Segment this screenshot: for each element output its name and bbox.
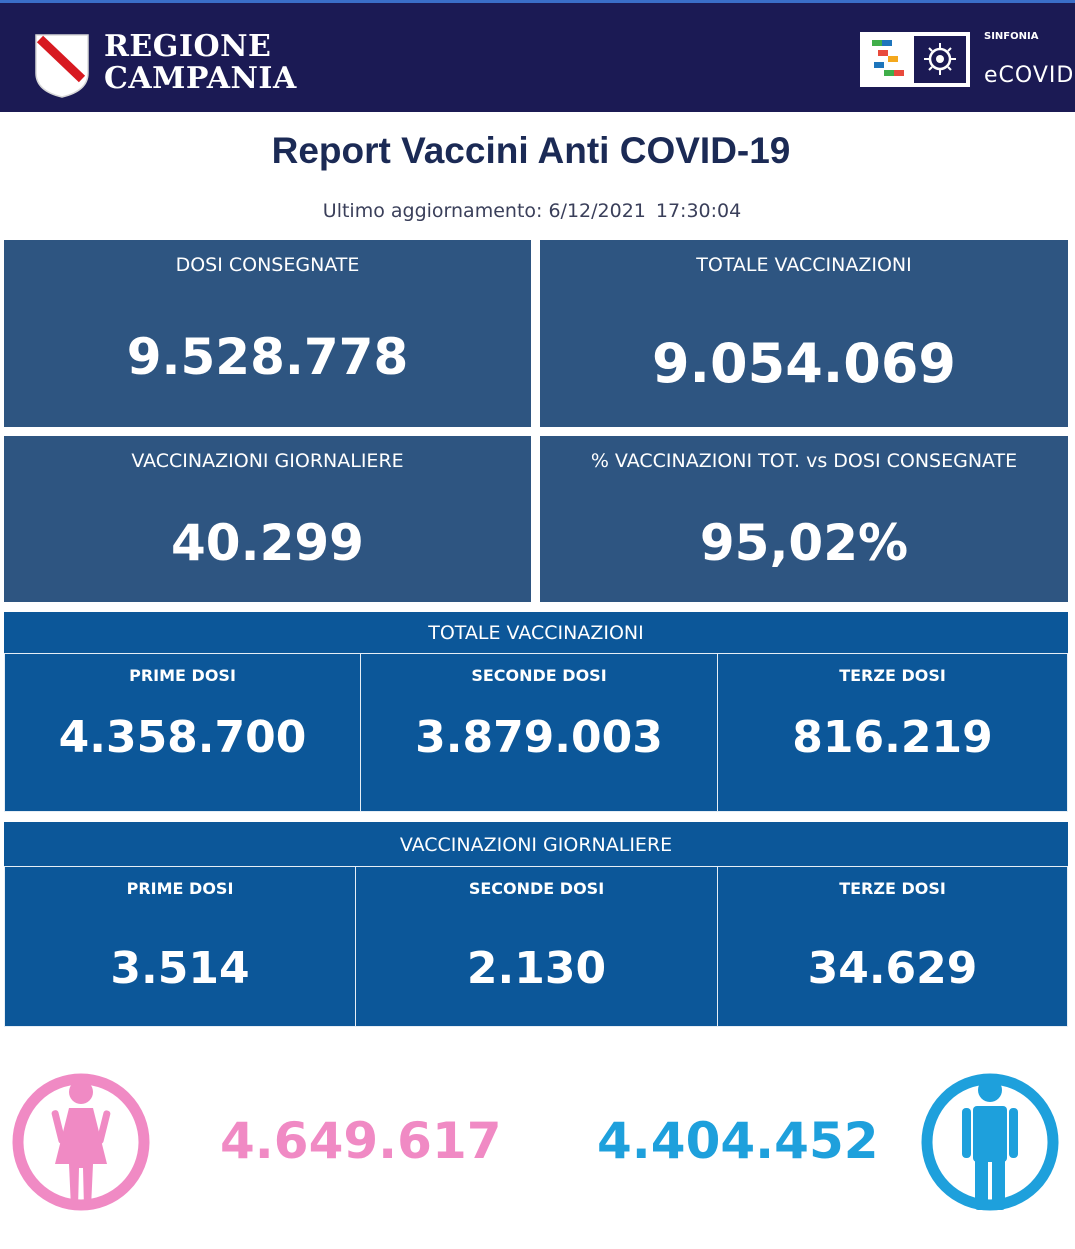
male-count: 4.404.452 xyxy=(597,1112,879,1170)
sub-value: 4.358.700 xyxy=(58,712,307,763)
last-updated-date: Ultimo aggiornamento: 6/12/2021 xyxy=(322,200,646,222)
totale-seconde-dosi: SECONDE DOSI 3.879.003 xyxy=(360,653,718,812)
region-name-line2: CAMPANIA xyxy=(104,61,297,96)
card-dosi-consegnate: DOSI CONSEGNATE 9.528.778 xyxy=(4,240,531,427)
card-label: DOSI CONSEGNATE xyxy=(175,254,360,276)
header-bar: REGIONE CAMPANIA SINFONIA eCOVID xyxy=(0,0,1075,112)
section-title: TOTALE VACCINAZIONI xyxy=(428,622,644,644)
section-title: VACCINAZIONI GIORNALIERE xyxy=(399,834,673,856)
card-label: VACCINAZIONI GIORNALIERE xyxy=(131,450,404,472)
card-totale-vaccinazioni: TOTALE VACCINAZIONI 9.054.069 xyxy=(540,240,1068,427)
male-person-icon xyxy=(921,1073,1059,1211)
female-person-icon xyxy=(12,1073,150,1211)
sub-label: PRIME DOSI xyxy=(126,879,234,898)
card-percentuale: % VACCINAZIONI TOT. vs DOSI CONSEGNATE 9… xyxy=(540,436,1068,602)
giornaliere-terze-dosi: TERZE DOSI 34.629 xyxy=(717,866,1068,1027)
sub-value: 3.514 xyxy=(110,943,250,994)
sub-value: 34.629 xyxy=(807,943,978,994)
card-value: 9.054.069 xyxy=(651,332,957,395)
last-updated-time: 17:30:04 xyxy=(655,200,742,222)
sinfonia-logo-icon xyxy=(872,36,966,83)
card-value: 95,02% xyxy=(699,514,909,572)
sub-value: 2.130 xyxy=(466,943,607,994)
card-value: 9.528.778 xyxy=(126,328,409,386)
card-label: TOTALE VACCINAZIONI xyxy=(696,254,912,276)
ecovid-label: eCOVID xyxy=(984,63,1075,88)
totale-terze-dosi: TERZE DOSI 816.219 xyxy=(717,653,1068,812)
sub-label: SECONDE DOSI xyxy=(468,879,605,898)
sinfonia-logo xyxy=(860,32,970,87)
report-title: Report Vaccini Anti COVID-19 xyxy=(271,130,791,171)
giornaliere-prime-dosi: PRIME DOSI 3.514 xyxy=(4,866,356,1027)
sub-value: 816.219 xyxy=(792,712,993,763)
region-name-line1: REGIONE xyxy=(104,29,272,64)
region-name: REGIONE CAMPANIA xyxy=(104,31,297,95)
sub-label: TERZE DOSI xyxy=(839,879,946,898)
sub-label: PRIME DOSI xyxy=(129,666,236,685)
giornaliere-seconde-dosi: SECONDE DOSI 2.130 xyxy=(355,866,718,1027)
female-count: 4.649.617 xyxy=(220,1112,502,1170)
card-vaccinazioni-giornaliere: VACCINAZIONI GIORNALIERE 40.299 xyxy=(4,436,531,602)
sub-label: SECONDE DOSI xyxy=(471,666,607,685)
last-updated: Ultimo aggiornamento: 6/12/2021 17:30:04 xyxy=(0,200,1064,222)
campania-shield-icon xyxy=(35,34,89,98)
sub-value: 3.879.003 xyxy=(415,712,663,763)
card-label: % VACCINAZIONI TOT. vs DOSI CONSEGNATE xyxy=(590,450,1018,472)
sinfonia-label: SINFONIA xyxy=(984,31,1039,42)
sub-label: TERZE DOSI xyxy=(839,666,946,685)
card-value: 40.299 xyxy=(171,514,364,572)
totale-prime-dosi: PRIME DOSI 4.358.700 xyxy=(4,653,361,812)
